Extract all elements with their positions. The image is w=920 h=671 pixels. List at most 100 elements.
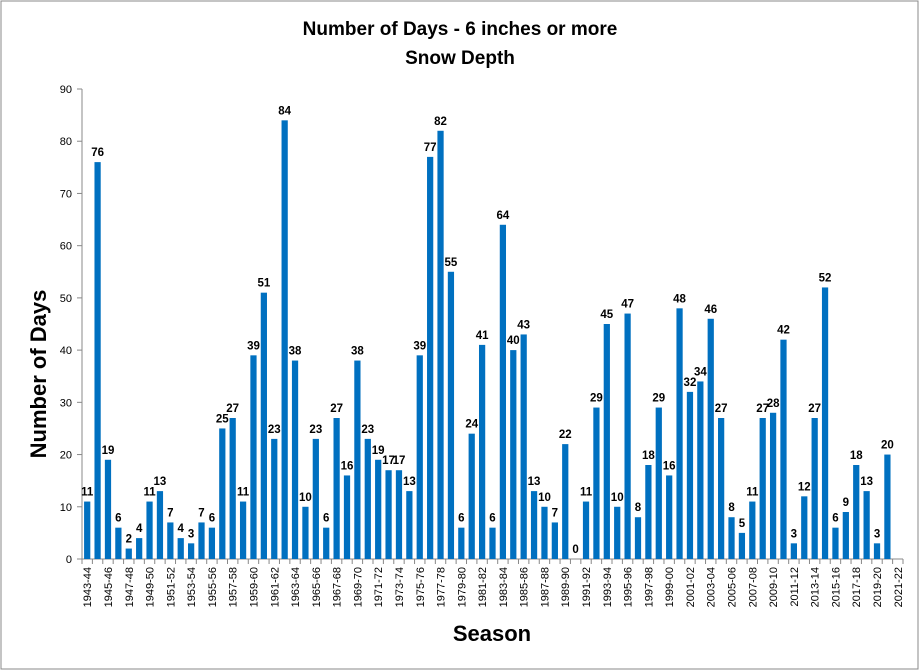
value-label: 16: [663, 460, 676, 472]
value-label: 4: [178, 523, 185, 535]
bar: [364, 438, 371, 559]
x-tick-label: 1943-44: [82, 567, 94, 607]
bar: [499, 224, 507, 559]
x-tick-label: 2011-12: [789, 567, 801, 607]
bar: [281, 120, 288, 559]
y-tick-label: 0: [66, 554, 72, 566]
value-label: 43: [517, 319, 530, 331]
value-label: 46: [704, 304, 717, 316]
x-tick-label: 1981-82: [477, 567, 489, 607]
bar: [790, 543, 797, 559]
bar: [707, 318, 714, 559]
bar: [312, 438, 319, 559]
bar: [551, 522, 558, 559]
x-tick-label: 1945-46: [103, 567, 115, 607]
x-tick-label: 1947-48: [124, 567, 136, 607]
value-label: 7: [198, 507, 204, 519]
value-label: 10: [299, 492, 312, 504]
value-label: 55: [445, 257, 458, 269]
bar: [738, 532, 746, 559]
x-tick-label: 1971-72: [373, 567, 385, 607]
bar: [198, 522, 205, 559]
x-tick-label: 1951-52: [165, 567, 177, 607]
x-tick-label: 1979-80: [456, 567, 468, 607]
value-label: 6: [115, 513, 121, 525]
bar: [697, 381, 704, 559]
x-tick-label: 2013-14: [810, 567, 822, 607]
value-label: 0: [572, 544, 578, 556]
x-axis-title: Season: [453, 621, 531, 646]
x-tick-label: 1967-68: [332, 567, 344, 607]
x-tick-label: 2019-20: [872, 567, 884, 607]
bar: [354, 360, 361, 559]
x-tick-label: 1961-62: [269, 567, 281, 607]
value-label: 40: [507, 335, 520, 347]
value-label: 7: [552, 507, 558, 519]
bar: [156, 491, 164, 559]
bar: [416, 355, 423, 559]
bar: [853, 465, 860, 559]
bar: [125, 548, 132, 559]
chart-title: Number of Days - 6 inches or more: [303, 19, 618, 40]
x-tick-label: 1959-60: [248, 567, 260, 607]
y-tick-label: 10: [60, 502, 72, 514]
bar: [188, 543, 195, 559]
bar: [84, 501, 91, 559]
value-label: 11: [237, 487, 250, 499]
value-label: 6: [489, 513, 495, 525]
bar: [271, 438, 278, 559]
bar: [530, 491, 538, 559]
bar: [375, 459, 382, 559]
value-label: 12: [798, 481, 811, 493]
value-label: 51: [257, 278, 270, 290]
value-label: 6: [832, 513, 838, 525]
x-tick-label: 1965-66: [311, 567, 323, 607]
value-label: 32: [684, 377, 697, 389]
bar: [427, 156, 434, 559]
value-label: 19: [372, 445, 385, 457]
x-tick-label: 1963-64: [290, 567, 302, 607]
bar: [863, 491, 870, 559]
bar: [458, 527, 465, 559]
y-tick-label: 20: [60, 450, 72, 462]
bar: [94, 162, 101, 559]
bar: [437, 130, 444, 559]
value-label: 10: [611, 492, 624, 504]
bar: [478, 344, 486, 559]
bar: [718, 418, 725, 559]
bar: [780, 339, 787, 559]
x-tick-label: 1957-58: [228, 567, 240, 607]
value-label: 52: [819, 272, 832, 284]
bar: [208, 527, 216, 559]
bar: [842, 512, 849, 559]
x-tick-label: 1973-74: [394, 567, 406, 607]
value-label: 11: [580, 487, 593, 499]
chart-subtitle: Snow Depth: [405, 48, 515, 69]
bar: [510, 350, 517, 559]
value-label: 29: [652, 393, 665, 405]
value-label: 11: [81, 487, 94, 499]
bar: [801, 496, 808, 559]
x-tick-label: 2005-06: [727, 567, 739, 607]
value-label: 24: [465, 419, 478, 431]
value-label: 18: [642, 450, 655, 462]
bar: [395, 470, 403, 559]
value-label: 3: [874, 528, 880, 540]
value-label: 27: [226, 403, 239, 415]
bar: [302, 506, 309, 559]
value-label: 3: [188, 528, 194, 540]
value-label: 23: [268, 424, 281, 436]
x-tick-label: 1955-56: [207, 567, 219, 607]
bar: [603, 324, 610, 559]
value-label: 76: [91, 147, 104, 159]
value-label: 8: [635, 502, 642, 514]
value-label: 23: [309, 424, 322, 436]
x-tick-label: 2001-02: [685, 567, 697, 607]
x-tick-label: 1985-86: [519, 567, 531, 607]
bar: [333, 418, 340, 559]
x-tick-label: 2017-18: [851, 567, 863, 607]
y-tick-label: 50: [60, 293, 72, 305]
value-label: 82: [434, 116, 447, 128]
bar: [343, 475, 351, 559]
